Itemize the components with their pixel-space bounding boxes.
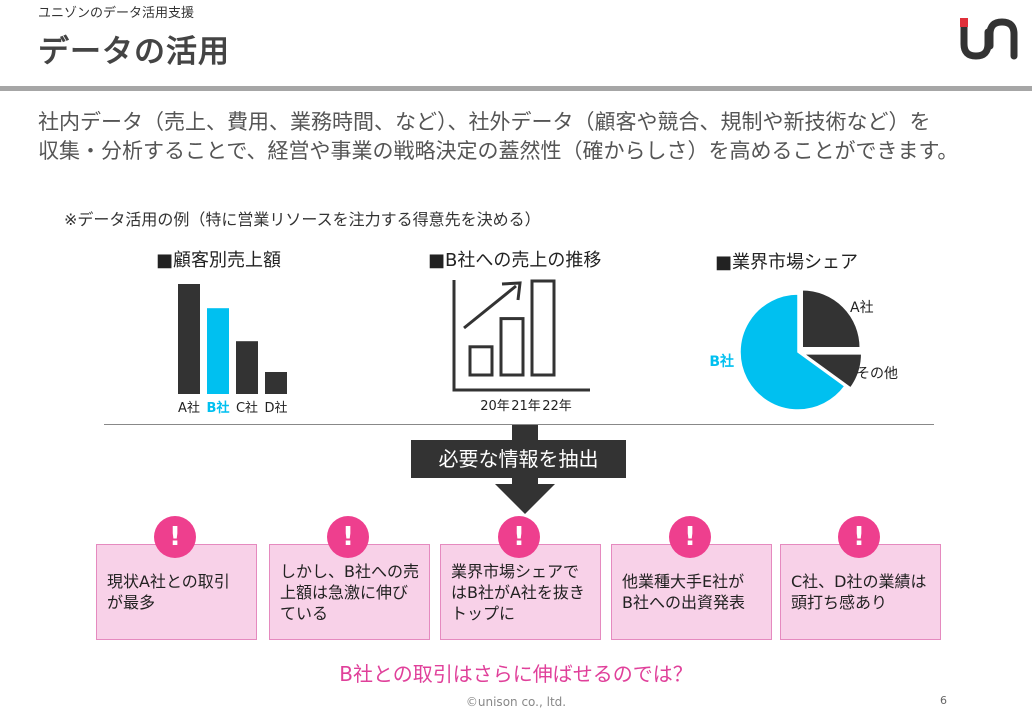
finding-card: 他業種大手E社が B社への出資発表 [611, 544, 772, 640]
page-number: 6 [940, 694, 947, 707]
down-arrow-icon [495, 484, 555, 514]
b-sales-trend-chart: 20年 21年 22年 [452, 279, 590, 414]
chart-title-market-share: ■業界市場シェア [715, 252, 859, 273]
bar-label-0: A社 [178, 400, 200, 416]
page-title: データの活用 [38, 34, 230, 70]
finding-card: C社、D社の業績は 頭打ち感あり [780, 544, 941, 640]
trend-bar-1 [499, 317, 525, 377]
bar-label-1: B社 [207, 400, 230, 416]
copyright: ©unison co., ltd. [465, 695, 567, 709]
conclusion: B社との取引はさらに伸ばせるのでは？ [339, 662, 693, 686]
sales-by-customer-chart: A社 B社 C社 D社 [178, 284, 288, 416]
title-rule [0, 86, 1032, 91]
trend-bar-2 [530, 279, 556, 377]
trend-label-1: 21年 [511, 399, 541, 414]
bar-1 [207, 308, 229, 394]
trend-arrowhead-icon [501, 281, 522, 301]
exclamation-icon: ! [498, 516, 540, 558]
example-label: ※データ活用の例（特に営業リソースを注力する得意先を決める） [64, 210, 541, 229]
trend-label-2: 22年 [542, 399, 572, 414]
finding-text: C社、D社の業績は 頭打ち感あり [791, 572, 927, 612]
intro-line-2: 収集・分析することで、経営や事業の戦略決定の蓋然性（確からしさ）を高めることがで… [38, 139, 959, 163]
divider [104, 424, 934, 425]
trend-label-0: 20年 [480, 399, 510, 414]
finding-text: しかし、B社への売 上額は急激に伸び ている [280, 562, 419, 623]
extract-label: 必要な情報を抽出 [411, 440, 626, 478]
exclamation-icon: ! [154, 516, 196, 558]
bar-2 [236, 341, 258, 394]
trend-arrow-icon [463, 284, 517, 330]
finding-card: 現状A社との取引 が最多 [96, 544, 257, 640]
pie-slice-1 [801, 353, 863, 389]
header-subtitle: ユニゾンのデータ活用支援 [38, 6, 195, 21]
intro-text: 社内データ（売上、費用、業務時間、など）、社外データ（顧客や競合、規制や新技術な… [38, 108, 998, 166]
intro-line-1: 社内データ（売上、費用、業務時間、など）、社外データ（顧客や競合、規制や新技術な… [38, 110, 931, 134]
finding-text: 現状A社との取引 が最多 [107, 572, 230, 612]
bar-label-2: C社 [236, 400, 258, 416]
exclamation-icon: ! [838, 516, 880, 558]
exclamation-icon: ! [669, 516, 711, 558]
finding-card: 業界市場シェアで はB社がA社を抜き トップに [440, 544, 601, 640]
pie-label-0: A社 [850, 300, 874, 316]
bar-0 [178, 284, 200, 394]
axes [452, 280, 590, 392]
bar-3 [265, 372, 287, 394]
trend-bar-0 [468, 345, 494, 377]
finding-card: しかし、B社への売 上額は急激に伸び ている [269, 544, 430, 640]
chart-title-b-trend: ■B社への売上の推移 [428, 250, 602, 271]
pie-slice-2 [739, 293, 846, 411]
chart-title-sales-by-customer: ■顧客別売上額 [156, 250, 282, 271]
unison-logo [960, 18, 1018, 60]
pie-slice-0 [801, 289, 861, 349]
pie-label-1: その他 [856, 366, 898, 382]
finding-text: 業界市場シェアで はB社がA社を抜き トップに [451, 562, 585, 623]
pie-label-2: B社 [709, 353, 734, 370]
bar-label-3: D社 [264, 400, 287, 416]
finding-text: 他業種大手E社が B社への出資発表 [622, 572, 745, 612]
exclamation-icon: ! [327, 516, 369, 558]
